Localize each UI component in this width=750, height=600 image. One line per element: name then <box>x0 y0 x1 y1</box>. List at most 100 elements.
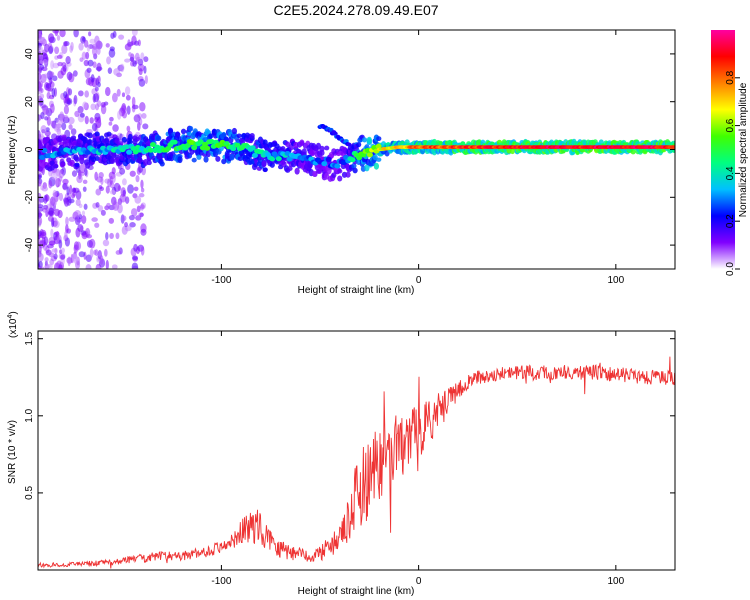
heatmap-noise-cell <box>110 32 115 39</box>
heatmap-ridge-cell <box>165 145 172 151</box>
heatmap-noise-cell <box>96 62 102 72</box>
heatmap-ridge-cell <box>149 142 156 148</box>
heatmap-ridge-cell <box>366 152 373 158</box>
heatmap-noise-cell <box>84 115 89 125</box>
heatmap-noise-cell <box>75 227 81 238</box>
heatmap-noise-cell <box>45 82 52 89</box>
heatmap-noise-cell <box>50 60 55 70</box>
heatmap-noise-cell <box>108 121 113 126</box>
heatmap-noise-cell <box>57 61 63 67</box>
heatmap-ridge-cell <box>202 141 209 147</box>
heatmap-noise-cell <box>100 209 106 216</box>
heatmap-noise-cell <box>40 125 47 133</box>
heatmap-noise-cell <box>52 30 60 34</box>
heatmap-noise-cell <box>67 116 75 125</box>
heatmap-noise-cell <box>121 178 127 186</box>
heatmap-noise-cell <box>108 217 115 224</box>
heatmap-noise-cell <box>77 106 84 114</box>
heatmap-noise-cell <box>119 167 126 175</box>
heatmap-noise-cell <box>112 124 119 132</box>
heatmap-noise-cell <box>97 82 101 88</box>
heatmap-noise-cell <box>105 259 109 269</box>
y-tick-label: 1.0 <box>24 408 35 422</box>
heatmap-noise-cell <box>117 185 122 191</box>
heatmap-ridge-cell <box>249 145 256 151</box>
heatmap-band-cell <box>53 164 59 169</box>
heatmap-noise-cell <box>115 250 122 255</box>
heatmap-noise-cell <box>109 175 114 186</box>
heatmap-band-cell <box>345 171 351 178</box>
heatmap-band-cell <box>127 139 133 145</box>
heatmap-noise-cell <box>38 238 42 246</box>
chart-title: C2E5.2024.278.09.49.E07 <box>273 2 438 18</box>
heatmap-noise-cell <box>113 68 121 76</box>
heatmap-noise-cell <box>70 128 77 136</box>
heatmap-band-cell <box>324 145 330 151</box>
heatmap-noise-cell <box>124 86 131 96</box>
heatmap-band-cell <box>309 151 316 157</box>
heatmap-band-cell <box>180 128 187 135</box>
heatmap-noise-cell <box>70 41 74 51</box>
heatmap-noise-cell <box>40 111 45 120</box>
heatmap-noise-cell <box>50 170 58 180</box>
heatmap-noise-cell <box>65 56 71 65</box>
spectrogram-panel: -100 0 100 -40 -20 0 20 40 Height of straight l… <box>7 29 676 296</box>
heatmap-noise-cell <box>105 43 110 48</box>
heatmap-band-cell <box>156 135 162 142</box>
heatmap-noise-cell <box>126 125 131 132</box>
heatmap-ridge-cell <box>375 143 382 149</box>
heatmap-noise-cell <box>67 88 73 96</box>
heatmap-band-cell <box>262 167 268 172</box>
heatmap-noise-cell <box>67 256 71 267</box>
heatmap-noise-cell <box>118 34 125 40</box>
heatmap-noise-cell <box>111 264 118 269</box>
heatmap-noise-cell <box>138 78 146 87</box>
snr-y-multiplier: (x104) <box>7 311 19 338</box>
heatmap-ridge-cell <box>334 163 341 169</box>
heatmap-noise-cell <box>139 212 144 218</box>
heatmap-band-cell <box>215 155 221 162</box>
heatmap-noise-cell <box>138 68 143 76</box>
heatmap-noise-cell <box>82 101 88 110</box>
heatmap-ridge-cell <box>356 155 363 161</box>
heatmap-ridge-cell <box>197 139 204 145</box>
heatmap-noise-cell <box>63 105 69 115</box>
heatmap-noise-cell <box>95 263 102 269</box>
heatmap-ridge-cell <box>171 139 178 145</box>
heatmap-noise-cell <box>89 117 94 124</box>
heatmap-noise-cell <box>94 222 100 228</box>
heatmap-noise-cell <box>48 207 54 217</box>
heatmap-ridge-cell <box>286 156 293 162</box>
heatmap-band-cell <box>146 160 152 166</box>
heatmap-noise-cell <box>51 248 58 253</box>
heatmap-noise-cell <box>141 112 147 119</box>
x-tick-label: -100 <box>211 576 231 587</box>
heatmap-noise-cell <box>44 43 50 53</box>
heatmap-band-cell <box>236 133 242 139</box>
heatmap-noise-cell <box>143 56 149 63</box>
heatmap-noise-cell <box>129 222 136 228</box>
heatmap-noise-cell <box>111 167 116 175</box>
heatmap-noise-cell <box>131 96 136 107</box>
heatmap-noise-cell <box>52 197 58 206</box>
heatmap-noise-cell <box>144 75 148 85</box>
heatmap-noise-cell <box>90 103 96 111</box>
heatmap-noise-cell <box>102 239 110 247</box>
colorbar: 0.0 0.2 0.4 0.6 0.8 Normalized spectral ampl… <box>711 30 749 276</box>
heatmap-noise-cell <box>120 105 127 114</box>
heatmap-noise-cell <box>133 186 139 192</box>
heatmap-noise-cell <box>68 216 76 222</box>
heatmap-noise-cell <box>105 232 109 241</box>
x-tick-label: 0 <box>416 576 422 587</box>
heatmap-noise-cell <box>54 176 59 187</box>
heatmap-band-cell <box>49 160 55 166</box>
heatmap-ridge-cell <box>147 147 154 153</box>
heatmap-noise-cell <box>95 202 100 208</box>
heatmap-noise-cell <box>137 162 142 172</box>
heatmap-noise-cell <box>117 110 122 120</box>
heatmap-noise-cell <box>41 186 49 192</box>
heatmap-noise-cell <box>38 36 45 43</box>
snr-line <box>38 356 675 569</box>
heatmap-noise-cell <box>48 180 53 189</box>
x-tick-label: 100 <box>607 576 624 587</box>
